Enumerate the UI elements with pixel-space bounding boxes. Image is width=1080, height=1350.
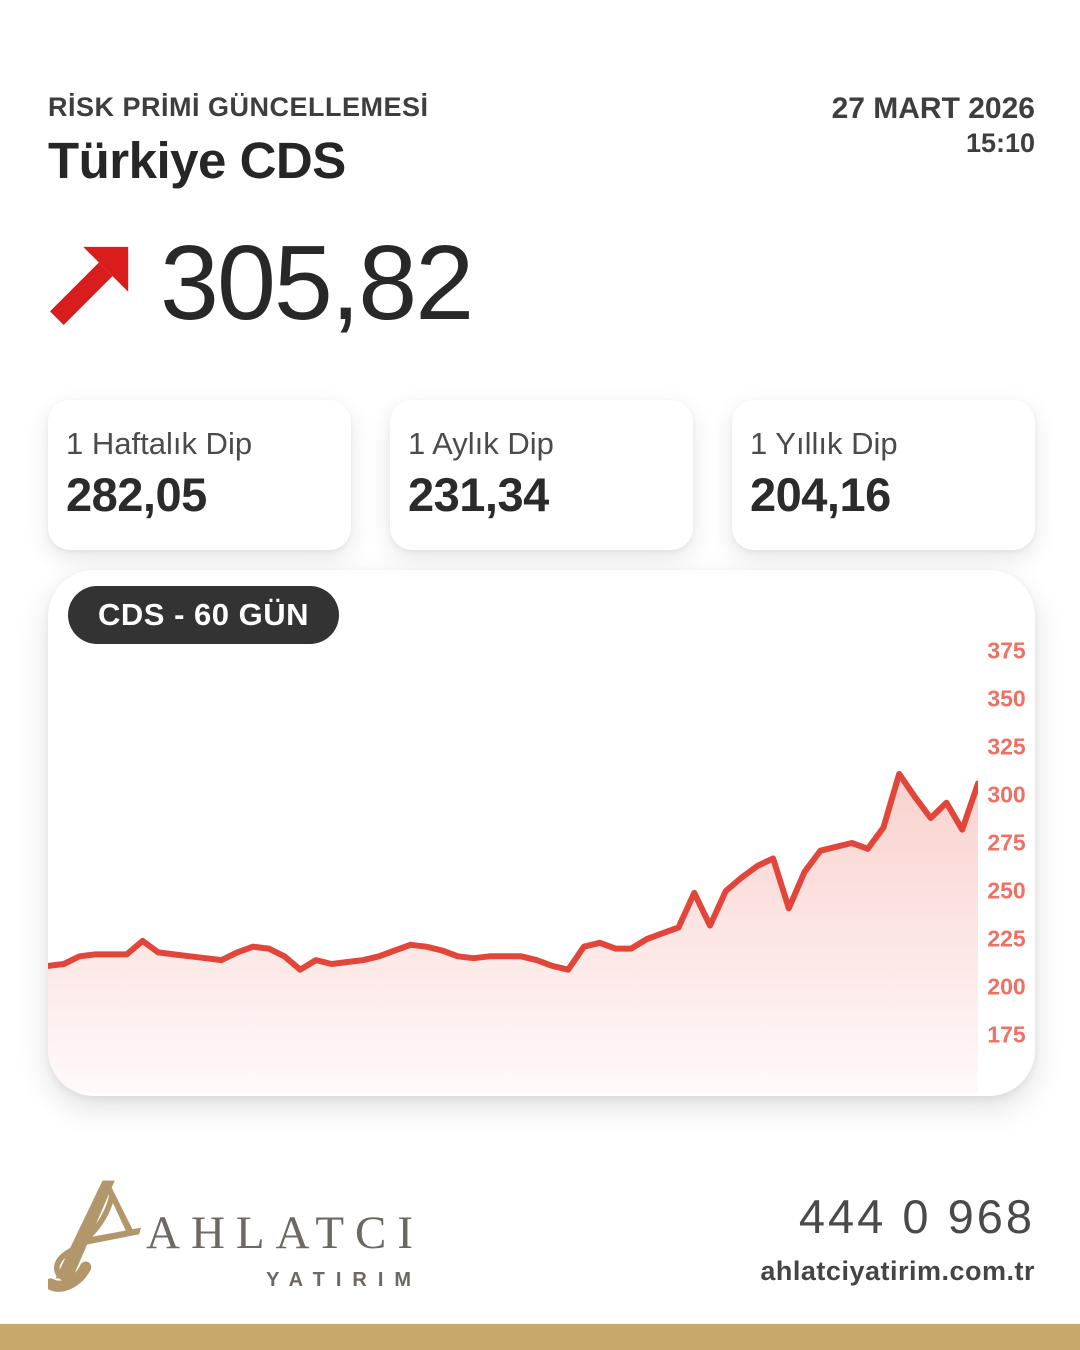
website-url: ahlatciyatirim.com.tr bbox=[760, 1256, 1035, 1286]
stat-card-yearly-low: 1 Yıllık Dip 204,16 bbox=[732, 400, 1035, 550]
current-cds-value: 305,82 bbox=[160, 224, 474, 342]
stat-value: 282,05 bbox=[66, 468, 207, 521]
chart-area-fill bbox=[48, 773, 978, 1093]
header: RİSK PRİMİ GÜNCELLEMESİ Türkiye CDS 27 M… bbox=[48, 92, 1035, 190]
cds-chart-card: CDS - 60 GÜN 375 350 325 300 275 250 225 200 175 bbox=[48, 570, 1035, 1096]
chart-line bbox=[48, 770, 978, 973]
footer: AHLATCI YATIRIM 444 0 968 ahlatciyatirim… bbox=[48, 1180, 1035, 1296]
datetime-block: 27 MART 2026 15:10 bbox=[832, 92, 1035, 159]
y-axis-tick-label: 275 bbox=[987, 829, 1026, 856]
report-subtitle: RİSK PRİMİ GÜNCELLEMESİ bbox=[48, 92, 429, 122]
stat-label: 1 Aylık Dip bbox=[408, 426, 554, 461]
stat-label: 1 Haftalık Dip bbox=[66, 426, 253, 461]
report-date: 27 MART 2026 bbox=[831, 92, 1035, 125]
phone-number: 444 0 968 bbox=[798, 1190, 1035, 1243]
y-axis-tick-label: 300 bbox=[987, 781, 1026, 808]
cds-area-chart bbox=[48, 770, 978, 1093]
stat-value: 231,34 bbox=[408, 468, 549, 521]
contact-block: 444 0 968 ahlatciyatirim.com.tr bbox=[760, 1189, 1035, 1287]
y-axis-tick-label: 350 bbox=[987, 685, 1026, 712]
current-value-block: 305,82 bbox=[48, 230, 1035, 336]
stat-value: 204,16 bbox=[750, 468, 891, 521]
header-titles: RİSK PRİMİ GÜNCELLEMESİ Türkiye CDS bbox=[48, 92, 429, 190]
stat-label: 1 Yıllık Dip bbox=[750, 426, 898, 461]
stat-card-weekly-low: 1 Haftalık Dip 282,05 bbox=[48, 400, 351, 550]
y-axis-tick-label: 225 bbox=[987, 925, 1026, 952]
chart-y-axis: 375 350 325 300 275 250 225 200 175 bbox=[978, 570, 1035, 1096]
brand-subname: YATIRIM bbox=[266, 1269, 423, 1291]
brand-name: AHLATCI bbox=[146, 1207, 425, 1259]
stat-cards: 1 Haftalık Dip 282,05 1 Aylık Dip 231,34… bbox=[48, 400, 1035, 550]
chart-title-badge: CDS - 60 GÜN bbox=[68, 586, 339, 644]
y-axis-tick-label: 375 bbox=[987, 637, 1026, 664]
y-axis-tick-label: 325 bbox=[987, 733, 1026, 760]
y-axis-tick-label: 250 bbox=[987, 877, 1026, 904]
ahlatci-monogram-icon bbox=[48, 1180, 142, 1292]
brand-wordmark: AHLATCI YATIRIM bbox=[146, 1206, 424, 1292]
y-axis-tick-label: 200 bbox=[987, 973, 1026, 1000]
page-title: Türkiye CDS bbox=[48, 132, 346, 189]
stat-card-monthly-low: 1 Aylık Dip 231,34 bbox=[390, 400, 693, 550]
brand-logo: AHLATCI YATIRIM bbox=[48, 1180, 424, 1296]
report-time: 15:10 bbox=[965, 128, 1035, 158]
gold-footer-bar bbox=[0, 1324, 1080, 1350]
y-axis-tick-label: 175 bbox=[987, 1021, 1026, 1048]
trend-up-arrow-icon bbox=[49, 246, 129, 326]
